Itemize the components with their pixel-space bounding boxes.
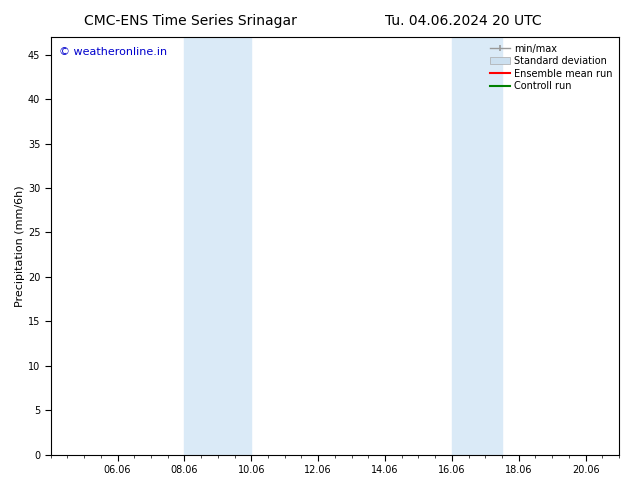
Y-axis label: Precipitation (mm/6h): Precipitation (mm/6h) xyxy=(15,185,25,307)
Text: Tu. 04.06.2024 20 UTC: Tu. 04.06.2024 20 UTC xyxy=(384,14,541,28)
Bar xyxy=(184,37,251,455)
Bar xyxy=(452,37,502,455)
Text: CMC-ENS Time Series Srinagar: CMC-ENS Time Series Srinagar xyxy=(84,14,297,28)
Text: © weatheronline.in: © weatheronline.in xyxy=(59,48,167,57)
Legend: min/max, Standard deviation, Ensemble mean run, Controll run: min/max, Standard deviation, Ensemble me… xyxy=(488,42,614,93)
